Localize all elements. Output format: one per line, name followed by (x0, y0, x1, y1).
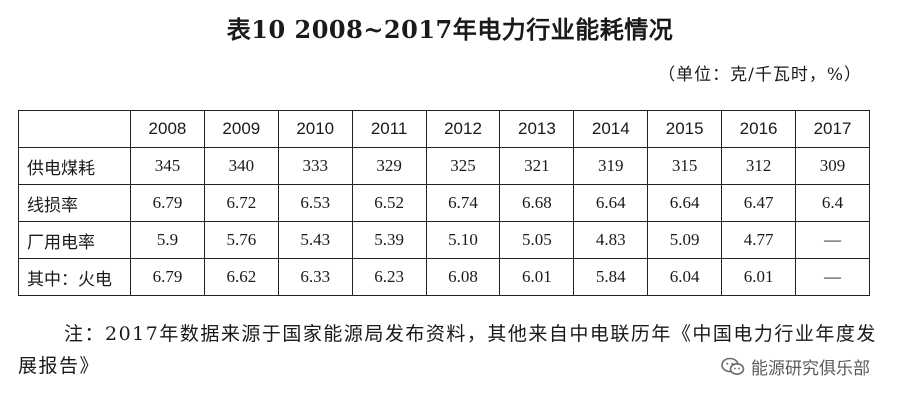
table-cell: 340 (203, 147, 279, 185)
table-title: 表10 2008~2017年电力行业能耗情况 (226, 15, 674, 44)
table-row: 其中：火电 6.79 6.62 6.33 6.23 6.08 6.01 5.84… (18, 258, 870, 296)
header-cell: 2008 (130, 110, 205, 148)
table-cell: 5.43 (277, 221, 353, 259)
source-note: 注：2017年数据来源于国家能源局发布资料，其他来自中电联历年《中国电力行业年度… (18, 323, 877, 377)
row-label: 厂用电率 (18, 221, 131, 259)
header-cell: 2009 (203, 110, 279, 148)
table-cell: 4.77 (721, 221, 797, 259)
table-cell: 5.9 (130, 221, 205, 259)
table-cell: 5.84 (573, 258, 649, 296)
header-cell: 2015 (647, 110, 723, 148)
table-cell: — (795, 221, 870, 259)
header-cell (18, 110, 131, 148)
table-cell: 319 (573, 147, 649, 185)
table-cell: 345 (130, 147, 205, 185)
row-label: 线损率 (18, 184, 131, 222)
row-label: 其中：火电 (18, 258, 131, 296)
table-cell: 6.62 (203, 258, 279, 296)
table-cell: 6.79 (130, 258, 205, 296)
table-cell: 6.01 (721, 258, 797, 296)
table-cell: 6.47 (721, 184, 797, 222)
table-cell: 6.4 (795, 184, 870, 222)
table-cell: 321 (499, 147, 575, 185)
table-cell: 333 (277, 147, 353, 185)
unit-note: （单位：克/千瓦时，%） (658, 65, 862, 85)
header-cell: 2014 (573, 110, 649, 148)
table-cell: 4.83 (573, 221, 649, 259)
table-cell: 329 (351, 147, 427, 185)
table-cell: 5.39 (351, 221, 427, 259)
header-cell: 2017 (795, 110, 870, 148)
header-cell: 2016 (721, 110, 797, 148)
table-cell: 6.52 (351, 184, 427, 222)
watermark-text: 能源研究俱乐部 (751, 359, 870, 379)
table-cell: 5.10 (425, 221, 501, 259)
table-cell: 6.33 (277, 258, 353, 296)
header-cell: 2013 (499, 110, 575, 148)
table-cell: 6.68 (499, 184, 575, 222)
table-cell: 6.08 (425, 258, 501, 296)
header-cell: 2011 (351, 110, 427, 148)
table-cell: 309 (795, 147, 870, 185)
table-cell: 6.79 (130, 184, 205, 222)
header-row: 2008 2009 2010 2011 2012 2013 2014 2015 … (18, 110, 870, 148)
table-cell: 6.23 (351, 258, 427, 296)
header-cell: 2010 (277, 110, 353, 148)
table-cell: 6.74 (425, 184, 501, 222)
table-cell: 6.64 (573, 184, 649, 222)
table-cell: 5.76 (203, 221, 279, 259)
table-cell: 6.64 (647, 184, 723, 222)
table-cell: 325 (425, 147, 501, 185)
table-row: 厂用电率 5.9 5.76 5.43 5.39 5.10 5.05 4.83 5… (18, 221, 870, 259)
table-cell: 312 (721, 147, 797, 185)
energy-consumption-table: 2008 2009 2010 2011 2012 2013 2014 2015 … (18, 110, 870, 296)
wechat-watermark: 能源研究俱乐部 (721, 354, 870, 379)
table-cell: 6.01 (499, 258, 575, 296)
table-cell: 6.04 (647, 258, 723, 296)
table-cell: 5.05 (499, 221, 575, 259)
wechat-icon (721, 357, 745, 377)
header-cell: 2012 (425, 110, 501, 148)
table-cell: 6.53 (277, 184, 353, 222)
table-cell: — (795, 258, 870, 296)
row-label: 供电煤耗 (18, 147, 131, 185)
table-cell: 315 (647, 147, 723, 185)
table-row: 供电煤耗 345 340 333 329 325 321 319 315 312… (18, 147, 870, 185)
table-row: 线损率 6.79 6.72 6.53 6.52 6.74 6.68 6.64 6… (18, 184, 870, 222)
table-cell: 5.09 (647, 221, 723, 259)
table-cell: 6.72 (203, 184, 279, 222)
